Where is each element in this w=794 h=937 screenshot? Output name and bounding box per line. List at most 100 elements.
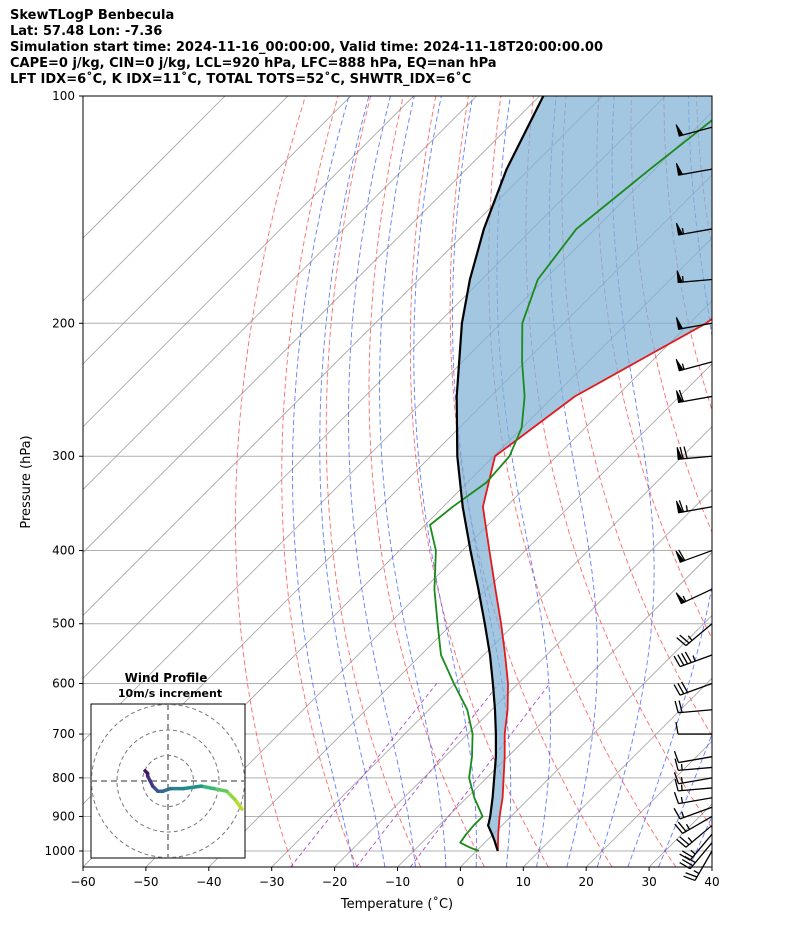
isotherm-line	[397, 551, 712, 867]
barb-half-feather	[685, 823, 691, 830]
wind-barb	[675, 222, 713, 236]
barb-feather	[673, 791, 680, 804]
wind-barb	[675, 500, 713, 514]
hodograph-segment	[224, 789, 237, 801]
barb-half-feather	[681, 363, 685, 370]
isotherm-line	[83, 96, 289, 302]
barb-staff	[678, 322, 713, 330]
barb-feather	[675, 721, 679, 735]
wind-barb	[675, 721, 712, 735]
dry-adiabat	[368, 96, 485, 867]
moist-adiabat	[348, 96, 416, 867]
barb-half-feather	[682, 595, 687, 602]
barb-half-feather	[681, 275, 684, 283]
title-station: SkewTLogP Benbecula	[10, 8, 175, 23]
barb-staff	[679, 806, 713, 820]
moist-adiabat	[319, 96, 386, 867]
y-tick-label: 100	[52, 89, 75, 103]
x-tick-label: 30	[641, 875, 656, 889]
wind-barb	[673, 651, 713, 668]
cape-shading	[456, 96, 712, 851]
barb-feather	[677, 654, 685, 666]
barb-staff	[678, 709, 713, 714]
moist-adiabat	[548, 96, 598, 867]
barb-feather	[681, 850, 694, 858]
wind-barb	[674, 758, 713, 772]
isotherm-line	[460, 614, 712, 867]
barb-feather	[674, 778, 679, 792]
barb-half-feather	[690, 849, 696, 855]
barb-flag	[675, 592, 686, 605]
wind-barb	[676, 623, 713, 647]
barb-feather	[684, 651, 692, 663]
isotherm-line	[334, 489, 712, 867]
mixing-ratio-line	[290, 683, 438, 867]
dry-adiabat	[762, 96, 794, 867]
barb-flag	[675, 222, 684, 236]
chart-title: SkewTLogP Benbecula Lat: 57.48 Lon: -7.3…	[10, 8, 603, 88]
profile-lines	[429, 96, 712, 852]
x-tick-label: −40	[196, 875, 221, 889]
x-tick-label: −10	[385, 875, 410, 889]
dry-adiabat	[596, 96, 712, 640]
temperature-line	[481, 317, 712, 852]
barb-feather	[681, 681, 689, 693]
barb-feather	[685, 872, 698, 878]
barb-half-feather	[685, 505, 689, 512]
barb-feather	[676, 838, 687, 848]
barb-feather	[679, 446, 684, 459]
barb-feather	[674, 700, 679, 713]
dry-adiabat	[281, 96, 358, 867]
wind-barb	[675, 549, 713, 563]
hodograph-segment	[199, 784, 216, 791]
barb-staff	[694, 850, 713, 881]
barb-staff	[678, 126, 713, 137]
x-tick-label: −30	[259, 875, 284, 889]
barb-staff	[689, 833, 713, 861]
barb-staff	[678, 278, 713, 284]
mixing-ratio-line	[355, 683, 500, 867]
barb-staff	[682, 815, 713, 835]
isotherm-line	[83, 96, 603, 616]
wind-barb	[675, 588, 713, 605]
moist-adiabat	[658, 733, 712, 867]
barb-feather	[676, 637, 687, 647]
inset-title: Wind Profile	[125, 671, 208, 685]
barb-feather	[678, 549, 686, 561]
axis-ticks: −60 −50 −40 −30 −20 −10 0 10 20 30 40 1000 900 800 700…	[44, 89, 719, 889]
barb-half-feather	[692, 655, 696, 662]
y-tick-label: 700	[52, 727, 75, 741]
isotherm-line	[775, 96, 794, 867]
hodograph-segment	[212, 786, 229, 793]
barb-feather	[678, 500, 685, 513]
parcel-line	[455, 96, 545, 852]
wind-barb	[675, 317, 713, 330]
hodograph-segment	[181, 784, 203, 791]
barb-flag	[676, 447, 683, 460]
isotherm-line	[83, 96, 226, 239]
isotherm-line	[711, 866, 712, 867]
barb-feather	[679, 836, 690, 846]
barb-staff	[678, 756, 713, 764]
wind-barb	[676, 446, 713, 460]
barb-staff	[678, 168, 713, 176]
dry-adiabat	[409, 96, 549, 867]
barb-feather	[678, 700, 683, 713]
wind-barb	[674, 815, 713, 835]
dewpoint-line	[429, 119, 712, 852]
wind-barb	[673, 806, 713, 820]
x-tick-label: −50	[133, 875, 158, 889]
x-tick-label: 20	[579, 875, 594, 889]
barb-feather	[683, 446, 688, 459]
barb-feather	[673, 655, 681, 667]
barb-staff	[679, 682, 713, 696]
barb-feather	[673, 684, 681, 696]
dry-adiabat	[663, 96, 712, 412]
barb-feather	[674, 823, 684, 834]
barb-staff	[678, 787, 713, 792]
x-tick-label: −20	[322, 875, 347, 889]
barb-half-feather	[680, 764, 683, 771]
wind-barb	[679, 833, 713, 861]
barb-feather	[679, 634, 690, 644]
title-times: Simulation start time: 2024-11-16_00:00:…	[10, 40, 603, 55]
